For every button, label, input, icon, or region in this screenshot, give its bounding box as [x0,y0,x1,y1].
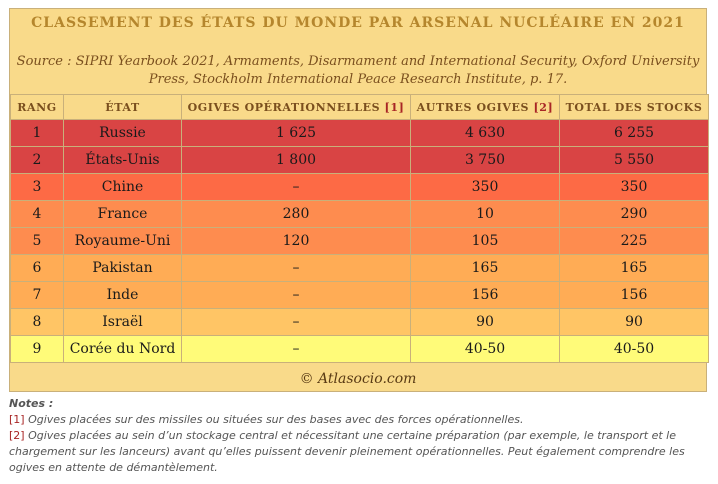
cell-total: 350 [559,173,709,201]
note-1-number: [1] [9,413,25,426]
header-state: ÉTAT [63,94,182,120]
cell-total: 6 255 [559,119,709,147]
note-ref-2-link[interactable]: [2] [533,100,554,114]
cell-state: Chine [63,173,182,201]
header-rank: RANG [10,94,64,120]
table-title: CLASSEMENT DES ÉTATS DU MONDE PAR ARSENA… [31,15,685,31]
source-line-2: Press, Stockholm International Peace Res… [148,72,568,87]
cell-operational: 1 800 [181,146,411,174]
cell-rank: 4 [10,200,64,228]
cell-other: 10 [410,200,560,228]
copyright-footer: © Atlasocio.com [299,371,417,387]
cell-operational: – [181,308,411,336]
note-2: [2] Ogives placées au sein d’un stockage… [9,428,709,476]
header-operational: OGIVES OPÉRATIONNELLES [1] [181,94,411,120]
header-total: TOTAL DES STOCKS [559,94,709,120]
cell-operational: – [181,335,411,363]
cell-total: 290 [559,200,709,228]
note-2-text: Ogives placées au sein d’un stockage cen… [9,429,685,474]
note-1: [1] Ogives placées sur des missiles ou s… [9,412,709,428]
notes-section: Notes : [1] Ogives placées sur des missi… [9,396,709,476]
cell-other: 90 [410,308,560,336]
ranking-table: RANG ÉTAT OGIVES OPÉRATIONNELLES [1] AUT… [10,94,709,363]
table-row: 9 Corée du Nord – 40-50 40-50 [10,335,709,363]
cell-total: 90 [559,308,709,336]
cell-rank: 5 [10,227,64,255]
header-other-label: AUTRES OGIVES [416,100,530,114]
cell-rank: 6 [10,254,64,282]
cell-other: 40-50 [410,335,560,363]
cell-state: Royaume-Uni [63,227,182,255]
cell-state: États-Unis [63,146,182,174]
cell-total: 40-50 [559,335,709,363]
table-row: 2 États-Unis 1 800 3 750 5 550 [10,146,709,174]
note-2-number: [2] [9,429,25,442]
cell-state: Russie [63,119,182,147]
note-ref-1-link[interactable]: [1] [384,100,405,114]
cell-operational: – [181,173,411,201]
cell-other: 105 [410,227,560,255]
cell-state: Inde [63,281,182,309]
nuclear-arsenal-table-panel: CLASSEMENT DES ÉTATS DU MONDE PAR ARSENA… [9,8,709,392]
header-other: AUTRES OGIVES [2] [410,94,560,120]
cell-total: 156 [559,281,709,309]
cell-total: 165 [559,254,709,282]
table-row: 7 Inde – 156 156 [10,281,709,309]
cell-rank: 8 [10,308,64,336]
note-1-text: Ogives placées sur des missiles ou situé… [24,413,524,426]
cell-other: 350 [410,173,560,201]
cell-other: 3 750 [410,146,560,174]
cell-rank: 3 [10,173,64,201]
cell-state: Pakistan [63,254,182,282]
table-row: 3 Chine – 350 350 [10,173,709,201]
table-row: 1 Russie 1 625 4 630 6 255 [10,119,709,147]
cell-state: Corée du Nord [63,335,182,363]
cell-other: 165 [410,254,560,282]
table-row: 6 Pakistan – 165 165 [10,254,709,282]
cell-rank: 9 [10,335,64,363]
notes-heading: Notes : [9,397,54,410]
header-operational-label: OGIVES OPÉRATIONNELLES [187,100,381,114]
cell-total: 225 [559,227,709,255]
cell-other: 156 [410,281,560,309]
cell-state: Israël [63,308,182,336]
cell-operational: 1 625 [181,119,411,147]
table-row: 4 France 280 10 290 [10,200,709,228]
cell-operational: – [181,254,411,282]
table-row: 8 Israël – 90 90 [10,308,709,336]
cell-operational: 120 [181,227,411,255]
header-row: RANG ÉTAT OGIVES OPÉRATIONNELLES [1] AUT… [10,94,709,120]
cell-other: 4 630 [410,119,560,147]
cell-operational: – [181,281,411,309]
table-row: 5 Royaume-Uni 120 105 225 [10,227,709,255]
cell-rank: 7 [10,281,64,309]
source-citation: Source : SIPRI Yearbook 2021, Armaments,… [10,53,706,89]
cell-rank: 2 [10,146,64,174]
source-line-1: Source : SIPRI Yearbook 2021, Armaments,… [16,54,700,69]
cell-state: France [63,200,182,228]
cell-total: 5 550 [559,146,709,174]
cell-rank: 1 [10,119,64,147]
cell-operational: 280 [181,200,411,228]
